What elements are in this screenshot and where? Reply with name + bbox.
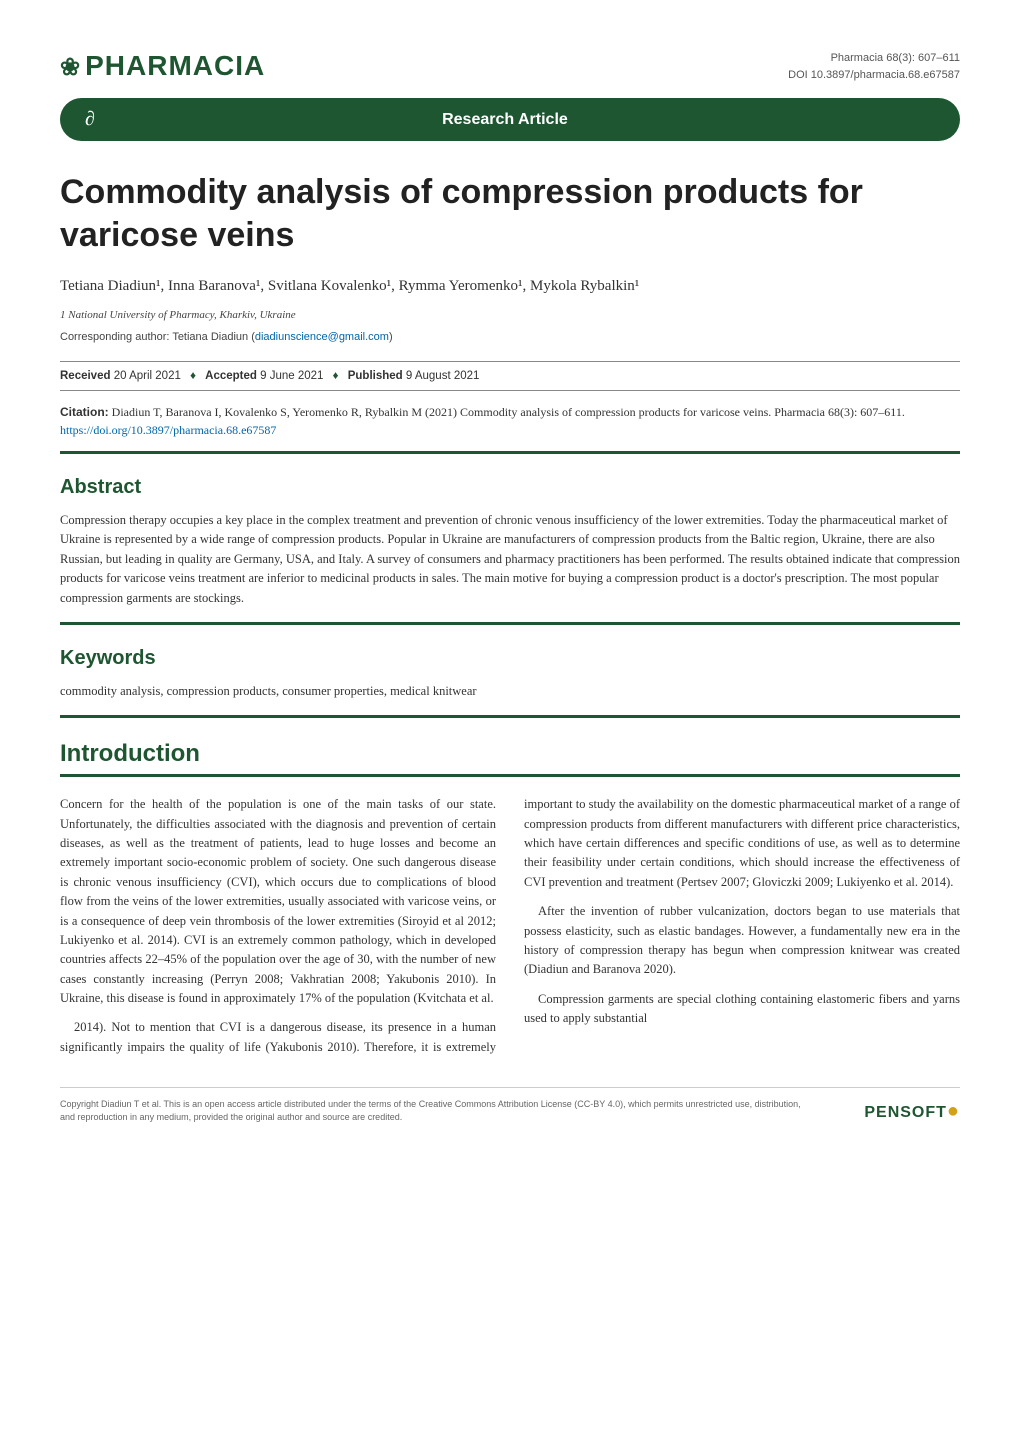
intro-paragraph: After the invention of rubber vulcanizat… [524,902,960,980]
corresponding-author: Corresponding author: Tetiana Diadiun (d… [60,331,960,343]
article-title: Commodity analysis of compression produc… [60,171,960,256]
authors-line: Tetiana Diadiun¹, Inna Baranova¹, Svitla… [60,278,960,295]
abstract-section: Abstract Compression therapy occupies a … [60,476,960,625]
affiliation-line: 1 National University of Pharmacy, Khark… [60,309,960,321]
article-type-label: Research Article [115,111,935,129]
intro-paragraph: Compression garments are special clothin… [524,990,960,1029]
journal-reference: Pharmacia 68(3): 607–611 [788,50,960,67]
published-label: Published [348,370,403,382]
article-type-banner: ∂ Research Article [60,98,960,141]
publisher-logo: PENSOFT● [864,1100,960,1123]
published-date: 9 August 2021 [406,370,480,382]
publication-dates: Received 20 April 2021 ♦ Accepted 9 June… [60,361,960,391]
keywords-body: commodity analysis, compression products… [60,682,960,718]
received-date: 20 April 2021 [114,370,181,382]
logo-flower-icon: ❀ [60,54,81,81]
open-access-icon: ∂ [85,108,95,131]
intro-paragraph: Concern for the health of the population… [60,795,496,1008]
publisher-name: PENSOFT [864,1104,947,1121]
page-container: ❀PHARMACIA Pharmacia 68(3): 607–611 DOI … [0,0,1020,1173]
copyright-text: Copyright Diadiun T et al. This is an op… [60,1098,810,1123]
corresponding-label: Corresponding author: Tetiana Diadiun ( [60,331,255,343]
page-footer: Copyright Diadiun T et al. This is an op… [60,1087,960,1123]
citation-label: Citation: [60,405,109,419]
corresponding-close: ) [389,331,393,343]
header-meta: Pharmacia 68(3): 607–611 DOI 10.3897/pha… [788,50,960,83]
abstract-body: Compression therapy occupies a key place… [60,511,960,625]
doi-text: DOI 10.3897/pharmacia.68.e67587 [788,67,960,84]
accepted-label: Accepted [205,370,257,382]
accepted-date: 9 June 2021 [260,370,323,382]
received-label: Received [60,370,111,382]
corresponding-email[interactable]: diadiunscience@gmail.com [255,331,389,343]
citation-block: Citation: Diadiun T, Baranova I, Kovalen… [60,403,960,454]
citation-text: Diadiun T, Baranova I, Kovalenko S, Yero… [109,405,905,419]
abstract-heading: Abstract [60,476,960,499]
introduction-heading: Introduction [60,740,960,777]
introduction-body: Concern for the health of the population… [60,795,960,1057]
citation-doi-link[interactable]: https://doi.org/10.3897/pharmacia.68.e67… [60,423,276,437]
keywords-section: Keywords commodity analysis, compression… [60,647,960,718]
separator-icon: ♦ [184,370,202,382]
keywords-heading: Keywords [60,647,960,670]
separator-icon: ♦ [327,370,345,382]
header-row: ❀PHARMACIA Pharmacia 68(3): 607–611 DOI … [60,50,960,83]
introduction-section: Introduction Concern for the health of t… [60,740,960,1057]
publisher-dot-icon: ● [947,1100,960,1122]
journal-logo: ❀PHARMACIA [60,50,265,82]
logo-text: PHARMACIA [85,50,265,81]
